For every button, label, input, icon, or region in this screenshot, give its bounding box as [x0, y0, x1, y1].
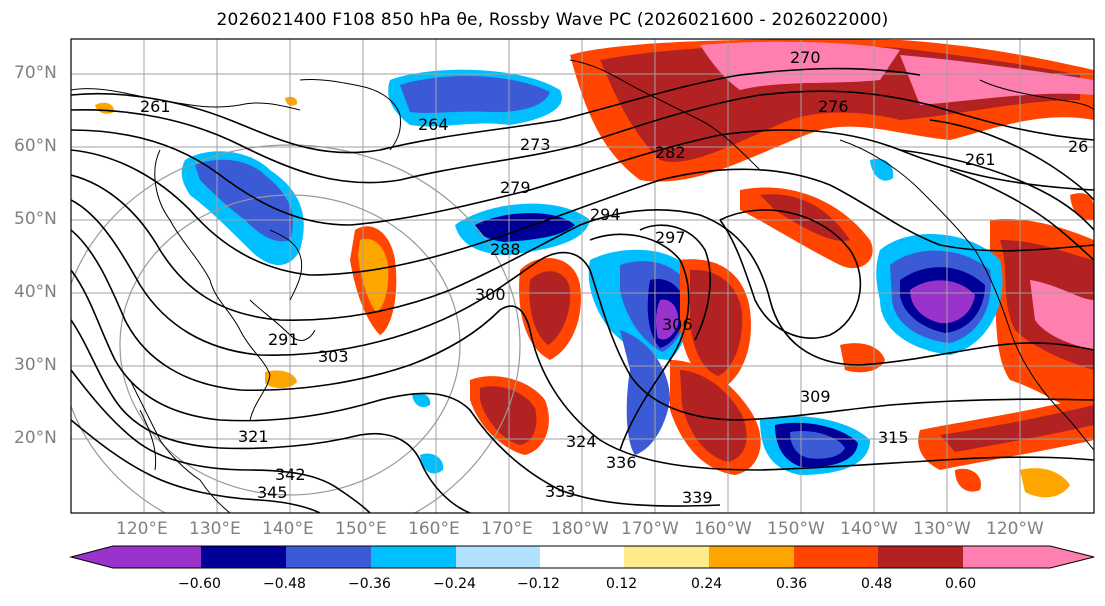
contour-label: 264: [418, 115, 449, 134]
lat-label: 40°N: [14, 282, 57, 302]
map-frame: [70, 38, 1095, 514]
lon-label: 150°W: [767, 519, 825, 539]
contour-label: 276: [818, 97, 849, 116]
colorbar-segment: [201, 546, 286, 568]
contour-label: 324: [566, 432, 597, 451]
lon-label: 160°E: [408, 519, 460, 539]
lon-label: 140°W: [840, 519, 898, 539]
colorbar-tick-label: −0.36: [348, 576, 391, 592]
lon-label: 140°E: [262, 519, 314, 539]
theta-e-contours: [71, 67, 1094, 513]
lat-label: 30°N: [14, 355, 57, 375]
contour-label: 321: [238, 427, 269, 446]
lon-label: 180°W: [551, 519, 609, 539]
colorbar-tick-label: 0.36: [776, 576, 808, 592]
colorbar-tick-label: 0.24: [691, 576, 723, 592]
lat-label: 20°N: [14, 428, 57, 448]
contour-label: 291: [268, 330, 299, 349]
contour-label: 282: [655, 143, 686, 162]
colorbar-segment: [540, 546, 624, 568]
contour-label: 261: [965, 150, 996, 169]
lon-label: 130°E: [189, 519, 241, 539]
colorbar-segment: [113, 546, 201, 568]
colorbar-segment: [878, 546, 963, 568]
lat-label: 50°N: [14, 209, 57, 229]
colorbar-tick-label: 0.48: [861, 576, 893, 592]
lon-label: 170°W: [621, 519, 679, 539]
contour-label: 342: [275, 465, 306, 484]
contour-label: 333: [545, 482, 576, 501]
colorbar-tick-label: 0.60: [945, 576, 977, 592]
graticule: [71, 39, 1094, 513]
lon-label: 170°E: [481, 519, 533, 539]
lon-label: 120°E: [116, 519, 168, 539]
contour-label: 270: [790, 48, 821, 67]
colorbar-segment: [794, 546, 878, 568]
colorbar: [69, 545, 1095, 569]
colorbar-extend-left: [71, 546, 113, 568]
contour-label: 26: [1068, 137, 1088, 156]
coastlines: [71, 59, 1094, 513]
lat-label: 60°N: [14, 136, 57, 156]
contour-labels: 270 276 261 264 273 282 279 294 297 288 …: [140, 48, 1088, 507]
colorbar-tick-label: −0.24: [433, 576, 476, 592]
lon-label: 120°W: [986, 519, 1044, 539]
colorbar-segment: [709, 546, 794, 568]
contour-label: 261: [140, 97, 171, 116]
colorbar-segment: [624, 546, 709, 568]
range-rings: [71, 144, 521, 513]
contour-label: 309: [800, 387, 831, 406]
map-title: 2026021400 F108 850 hPa θe, Rossby Wave …: [216, 10, 889, 30]
contour-label: 336: [606, 453, 637, 472]
contour-label: 288: [490, 240, 521, 259]
contour-label: 306: [662, 315, 693, 334]
lon-label: 160°W: [694, 519, 752, 539]
contour-label: 294: [590, 205, 621, 224]
colorbar-tick-label: 0.12: [606, 576, 638, 592]
contour-label: 297: [655, 228, 686, 247]
lat-label: 70°N: [14, 63, 57, 83]
colorbar-extend-right: [963, 546, 1094, 568]
contour-label: 315: [878, 428, 909, 447]
contour-label: 273: [520, 135, 551, 154]
colorbar-tick-label: −0.12: [517, 576, 560, 592]
colorbar-segment: [286, 546, 371, 568]
colorbar-tick-label: −0.60: [178, 576, 221, 592]
contour-label: 303: [318, 347, 349, 366]
contour-label: 339: [682, 488, 713, 507]
contour-label: 300: [475, 285, 506, 304]
colorbar-segment: [456, 546, 540, 568]
colorbar-segment: [371, 546, 456, 568]
lon-label: 130°W: [913, 519, 971, 539]
contour-label: 279: [500, 178, 531, 197]
lon-label: 150°E: [335, 519, 387, 539]
contour-label: 345: [257, 483, 288, 502]
colorbar-tick-label: −0.48: [263, 576, 306, 592]
